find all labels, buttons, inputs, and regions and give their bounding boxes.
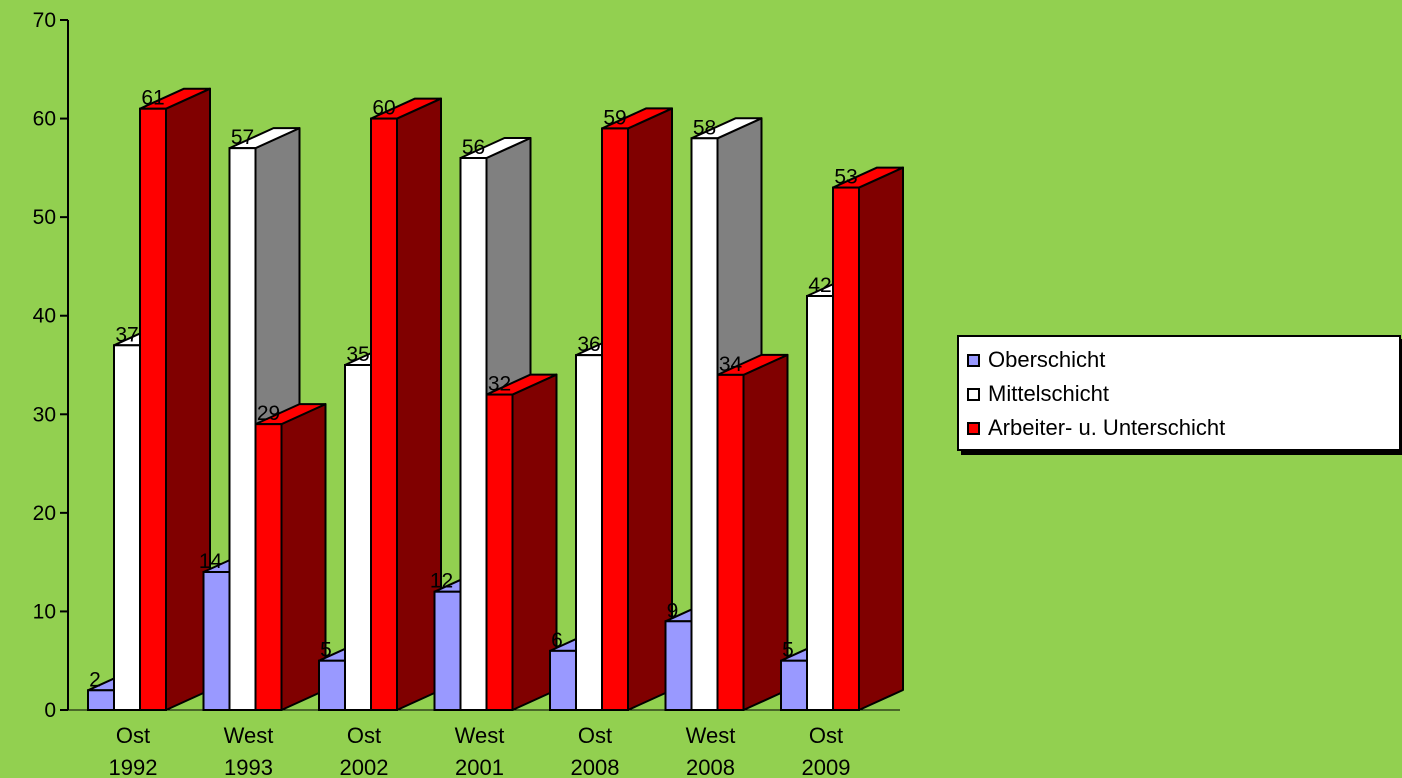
legend-swatch-oberschicht xyxy=(967,353,980,367)
bar-front-face xyxy=(139,107,167,711)
bar-front-face xyxy=(344,364,372,711)
x-tick-label: Ost 2008 xyxy=(571,723,620,778)
data-label: 35 xyxy=(346,343,369,366)
x-tick-label: West 2008 xyxy=(686,723,736,778)
bar-front-face xyxy=(228,147,257,711)
bar-front-face xyxy=(664,620,693,711)
bar xyxy=(370,97,442,712)
data-label: 59 xyxy=(603,106,626,129)
data-label: 12 xyxy=(430,570,453,593)
data-label: 37 xyxy=(115,323,138,346)
y-tick-label: 10 xyxy=(33,600,56,623)
bar-front-face xyxy=(832,186,860,712)
chart-bars xyxy=(87,87,904,712)
bar xyxy=(716,353,789,711)
bar-front-face xyxy=(806,295,834,711)
x-tick-labels: Ost 1992 West 1993 Ost 2002 West 2001 Ost 2008 Wes… xyxy=(109,723,851,778)
data-label: 36 xyxy=(577,333,600,356)
chart-legend: Oberschicht Mittelschicht Arbeiter- u. U… xyxy=(957,335,1401,451)
data-label: 9 xyxy=(667,599,679,622)
x-tick-label: West 2001 xyxy=(455,723,505,778)
bar-side-face xyxy=(858,166,904,711)
bar-front-face xyxy=(780,659,808,712)
bar-front-face xyxy=(716,373,745,711)
legend-swatch-arbeiter-unterschicht xyxy=(967,421,980,435)
bar-front-face xyxy=(433,590,462,712)
y-tick-label: 30 xyxy=(33,403,56,426)
data-label: 6 xyxy=(551,629,563,652)
data-label: 29 xyxy=(257,402,280,425)
legend-label-arbeiter-unterschicht: Arbeiter- u. Unterschicht xyxy=(988,415,1226,440)
y-tick-label: 70 xyxy=(33,9,56,32)
bar-front-face xyxy=(318,659,346,712)
y-tick-label: 20 xyxy=(33,502,56,525)
bar xyxy=(832,166,904,712)
legend-label-mittelschicht: Mittelschicht xyxy=(988,381,1110,406)
y-tick-label: 60 xyxy=(33,108,56,131)
bar xyxy=(485,373,558,711)
y-tick-label: 50 xyxy=(33,206,56,229)
legend-item-mittelschicht: Mittelschicht xyxy=(967,377,1399,411)
data-label: 56 xyxy=(462,136,485,159)
bar-front-face xyxy=(601,127,629,711)
bar-front-face xyxy=(485,393,514,711)
legend-label-oberschicht: Oberschicht xyxy=(988,347,1106,372)
bar-side-face xyxy=(742,353,789,711)
x-tick-label: Ost 1992 xyxy=(109,723,158,778)
bar xyxy=(601,107,673,711)
bar-front-face xyxy=(254,423,283,711)
data-label: 58 xyxy=(693,116,716,139)
bar-side-face xyxy=(627,107,673,711)
data-labels: 2 37 61 14 57 29 5 35 60 12 56 32 6 36 59 9 58 34 5 42 53 xyxy=(89,87,858,692)
data-label: 5 xyxy=(782,639,794,662)
bar-front-face xyxy=(87,689,115,711)
x-tick-label: Ost 2009 xyxy=(802,723,851,778)
data-label: 60 xyxy=(372,97,395,120)
bar xyxy=(254,403,327,711)
data-label: 14 xyxy=(199,550,223,573)
bar-front-face xyxy=(575,354,603,711)
data-label: 57 xyxy=(231,126,254,149)
legend-item-oberschicht: Oberschicht xyxy=(967,343,1399,377)
bar-front-face xyxy=(370,117,398,712)
y-tick-label: 40 xyxy=(33,305,56,328)
bar-front-face xyxy=(459,157,488,711)
data-label: 42 xyxy=(808,274,831,297)
data-label: 53 xyxy=(834,166,857,189)
x-tick-label: Ost 2002 xyxy=(340,723,389,778)
bar-front-face xyxy=(202,571,231,711)
x-tick-label: West 1993 xyxy=(224,723,274,778)
legend-swatch-mittelschicht xyxy=(967,387,980,401)
bar-front-face xyxy=(690,137,719,712)
y-tick-label: 0 xyxy=(44,699,56,722)
legend-item-arbeiter-unterschicht: Arbeiter- u. Unterschicht xyxy=(967,411,1399,445)
data-label: 34 xyxy=(719,353,743,376)
data-label: 2 xyxy=(89,668,101,691)
data-label: 32 xyxy=(488,373,511,396)
data-label: 61 xyxy=(141,87,164,110)
bar-front-face xyxy=(113,344,141,711)
data-label: 5 xyxy=(320,639,332,662)
bar xyxy=(139,87,211,711)
bar-front-face xyxy=(549,649,577,711)
